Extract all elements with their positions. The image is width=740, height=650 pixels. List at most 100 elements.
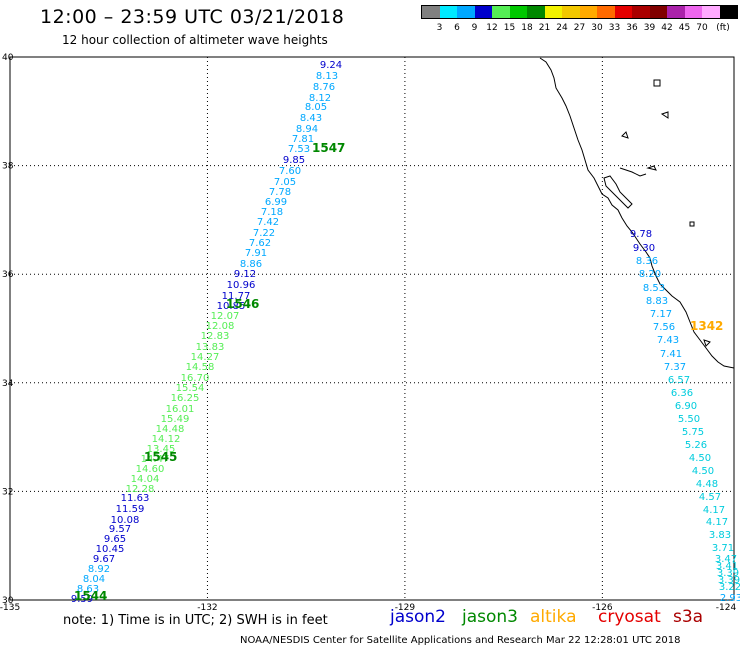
swh-label: 9.57 [109,524,131,535]
coastline [539,57,735,369]
legend-label: (ft) [716,23,730,33]
legend-label: 33 [608,23,621,33]
swh-label: 7.81 [292,134,314,145]
swh-label: 8.36 [636,256,658,267]
swh-label: 3.71 [712,543,734,554]
swh-label: 3.22 [719,582,740,593]
swh-label: 16.70 [181,373,210,384]
lon-tick-label: -129 [395,603,416,613]
swh-label: 7.05 [274,177,296,188]
legend-swatch [527,6,545,18]
legend-label: 70 [696,23,708,33]
swh-label: 9.24 [320,60,342,71]
swh-label: 14.04 [131,474,160,485]
swh-label: 7.91 [245,248,267,259]
legend-label: 9 [471,23,478,33]
island-4 [646,165,657,171]
legend-label: 36 [626,23,638,33]
swh-label: 14.47 [141,454,170,465]
lat-tick-label: 34 [2,379,14,389]
swh-label: 2.93 [720,593,740,604]
swh-label: 7.43 [657,335,679,346]
swh-label: 7.53 [288,144,310,155]
swh-label: 7.17 [650,309,672,320]
pass-number: 1546 [226,297,259,311]
swh-label: 10.96 [227,280,256,291]
legend-swatch [632,6,650,18]
sf-bay [603,175,633,209]
swh-label: 8.53 [643,283,665,294]
swh-label: 14.58 [186,362,215,373]
legend-swatch [579,6,597,18]
swh-label: 3.83 [709,530,731,541]
legend-label: 18 [521,23,533,33]
swh-label: 16.25 [171,393,200,404]
pass-number: 1342 [690,319,723,333]
legend-swatch [562,6,580,18]
swh-label: 8.83 [646,296,668,307]
swh-label: 14.12 [152,434,181,445]
swh-label: 8.76 [313,82,335,93]
swh-label: 3.47 [715,554,737,565]
legend-label: 27 [573,23,586,33]
swh-label: 6.90 [675,401,697,412]
legend-swatch [474,6,492,18]
map-frame [9,56,735,601]
island-5 [660,111,669,119]
legend-swatch [597,6,615,18]
lon-tick-label: -124 [716,603,737,613]
color-legend: 3 6 9 12 15 18 21 24 27 30 33 36 39 42 45 70 (ft) [421,5,738,33]
pass-number: 1545 [144,450,177,464]
swh-label: 7.60 [279,166,301,177]
ground-track-west: 9.248.138.768.128.058.438.947.817.539.85… [71,60,342,605]
swh-label: 9.85 [283,155,305,166]
swh-label: 8.86 [240,259,262,270]
lat-tick-label: 38 [2,162,14,172]
swh-label: 4.17 [706,517,728,528]
swh-label: 8.04 [83,574,105,585]
satellite-cryosat: cryosat [598,607,661,627]
pass-number: 1544 [74,589,107,603]
swh-label: 9.78 [630,229,652,240]
map-title: 12:00 – 23:59 UTC 03/21/2018 [40,6,345,28]
swh-label: 7.18 [261,207,283,218]
swh-label: 14.48 [156,424,185,435]
swh-label: 5.75 [682,427,704,438]
island-6 [703,339,711,347]
swh-label: 11.63 [121,493,150,504]
satellite-jason3: jason3 [462,607,518,627]
legend-label: 6 [454,23,460,33]
map-subtitle: 12 hour collection of altimeter wave hei… [62,33,328,47]
legend-labels: 3 6 9 12 15 18 21 24 27 30 33 36 39 42 45 70 (ft) [421,23,740,35]
swh-label: 7.56 [653,322,675,333]
legend-swatch [492,6,510,18]
legend-swatch [457,6,475,18]
swh-label: 4.50 [689,453,711,464]
swh-label: 7.78 [269,187,291,198]
legend-swatch [702,6,720,18]
swh-label: 8.43 [300,113,322,124]
swh-label: 9.12 [234,269,256,280]
swh-label: 4.57 [699,492,721,503]
swh-label: 15.49 [161,414,190,425]
lat-tick-label: 36 [2,270,14,280]
swh-label: 11.59 [116,504,145,515]
legend-label: 30 [591,23,603,33]
legend-label: 24 [556,23,568,33]
satellite-s3a: s3a [673,607,704,627]
legend-swatches [421,5,738,19]
swh-label: 3.41 [716,561,738,572]
swh-label: 3.39 [717,568,739,579]
swh-label: 12.07 [211,311,240,322]
satellite-altika: altika [530,607,577,627]
grid-lines [9,56,735,601]
swh-label: 6.36 [671,388,693,399]
swh-label: 12.83 [201,331,230,342]
island-2 [689,221,695,227]
swh-label: 9.65 [104,534,126,545]
lon-tick-label: -135 [0,603,20,613]
swh-label: 8.63 [77,584,99,595]
swh-label: 4.50 [692,466,714,477]
